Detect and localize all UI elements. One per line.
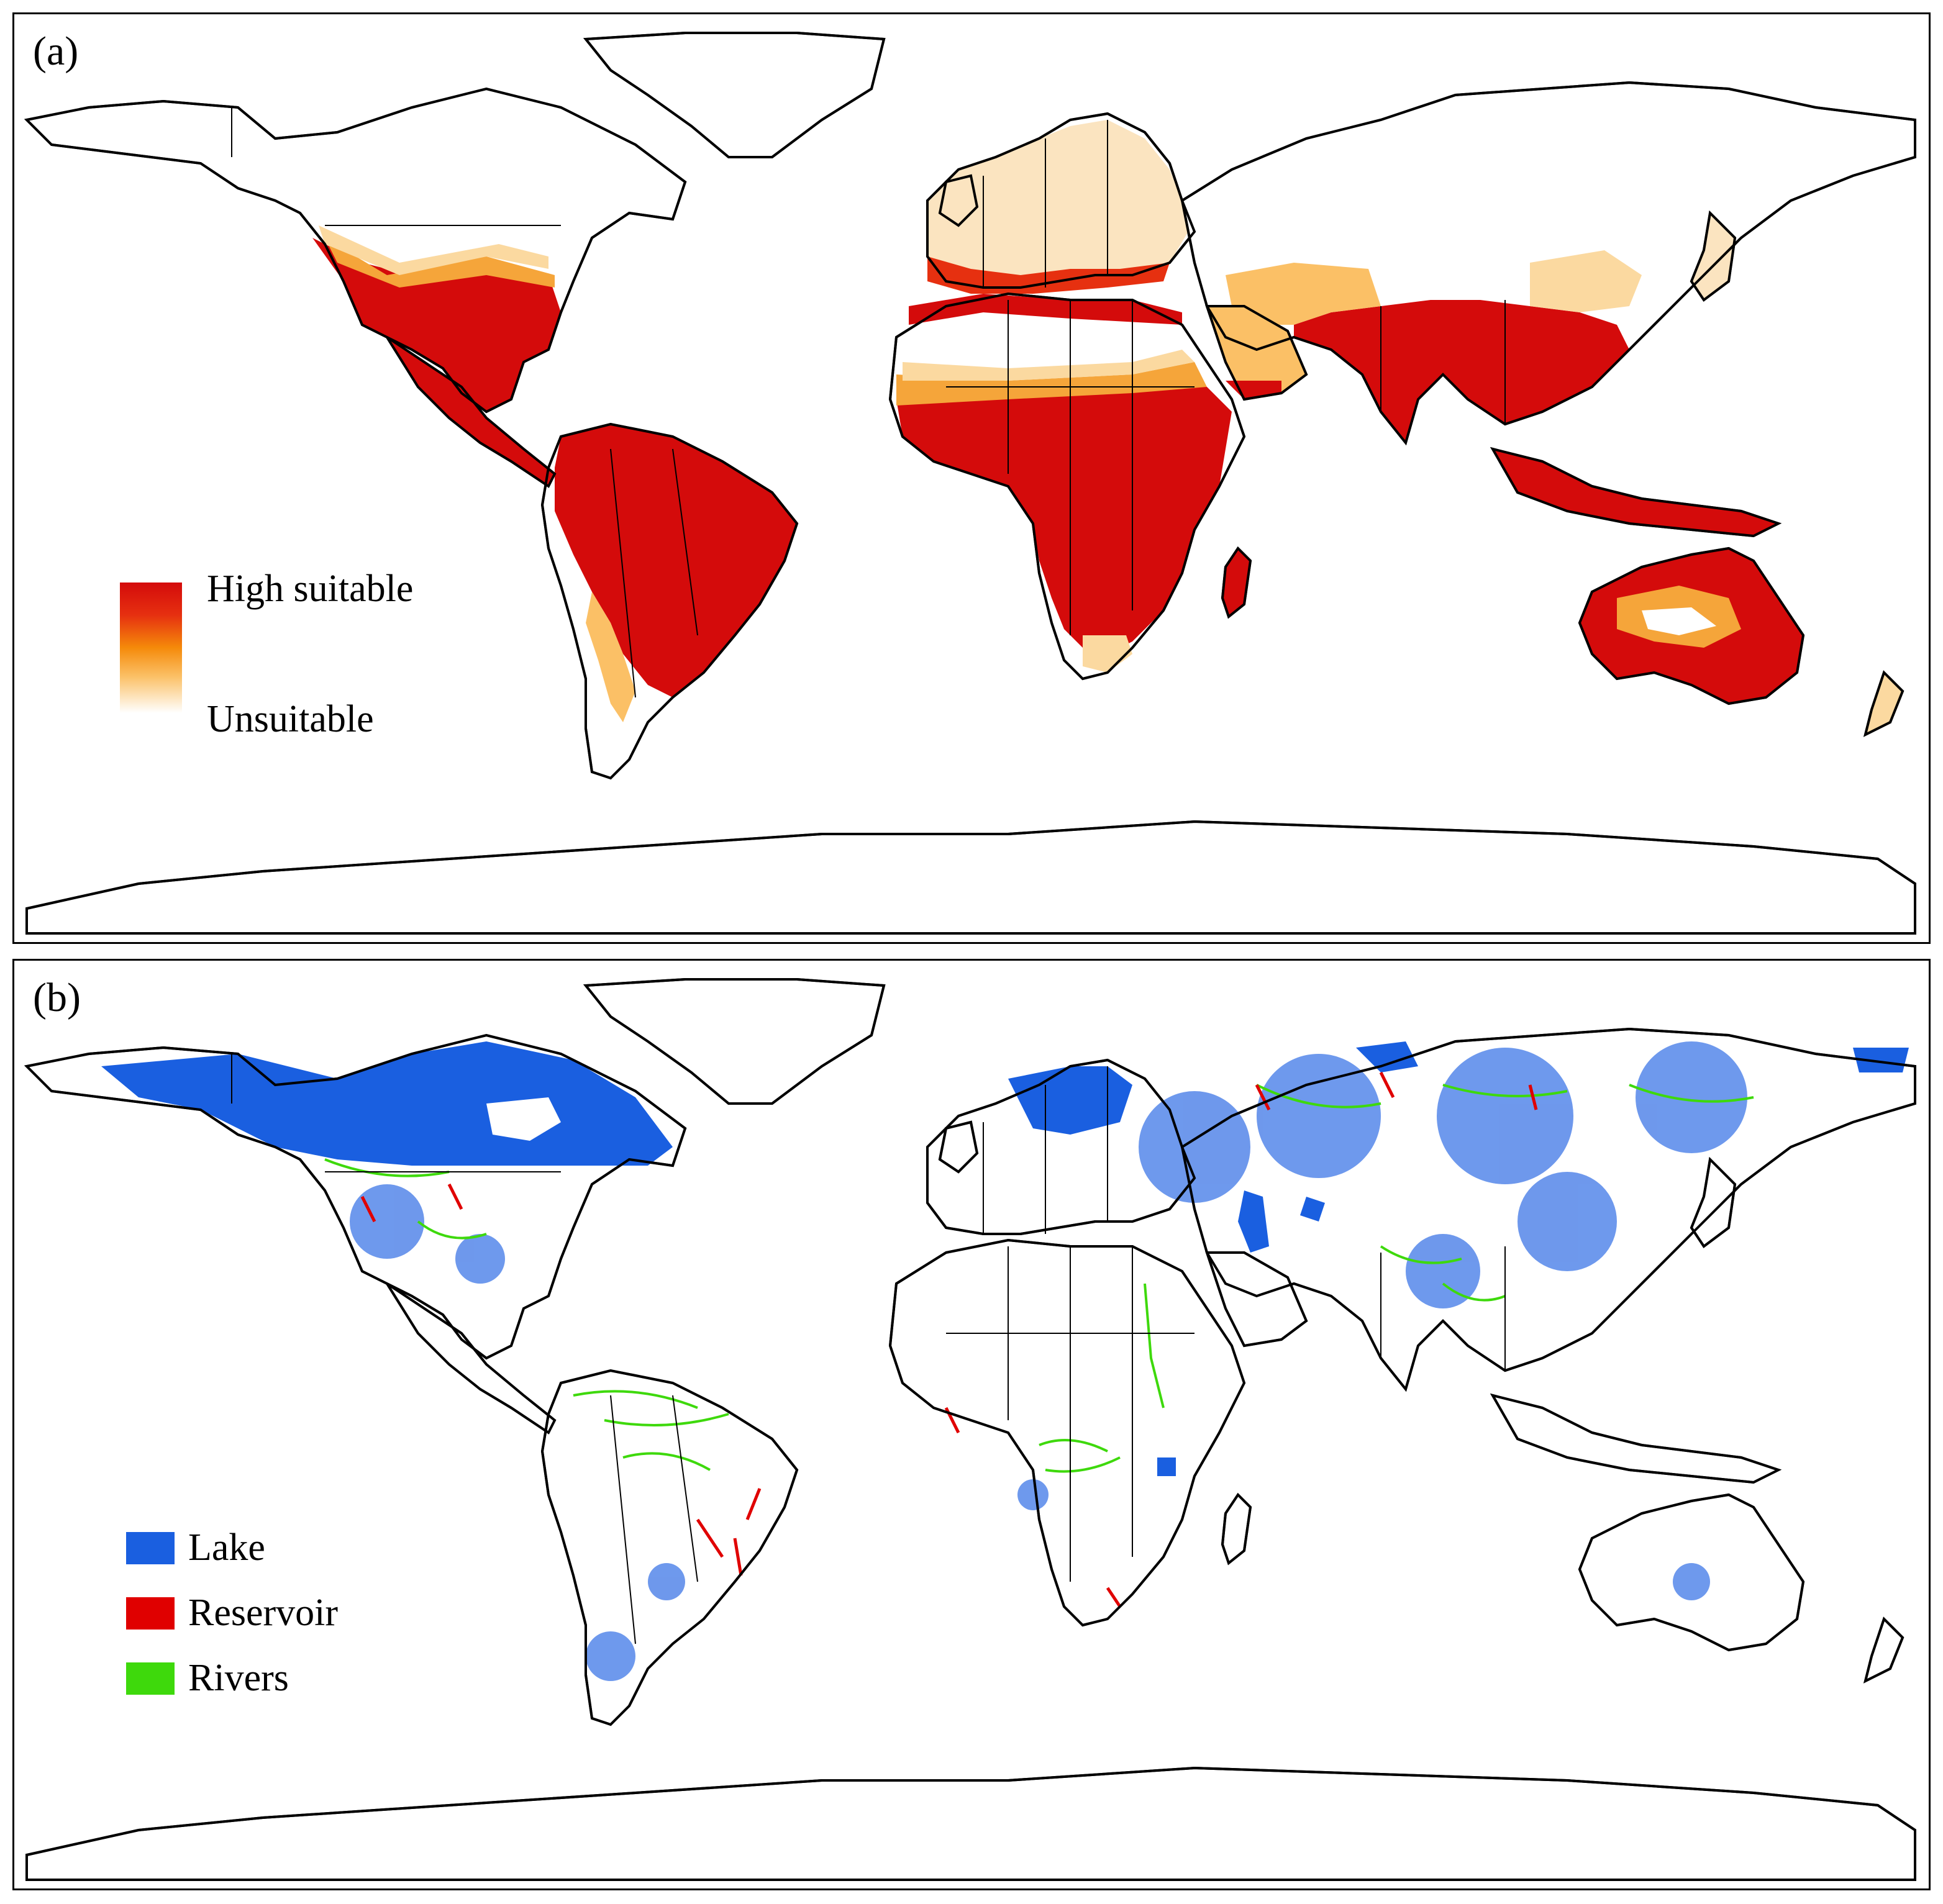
legend-item-reservoir: Reservoir xyxy=(126,1591,474,1634)
suitable-region-indonesia xyxy=(1493,449,1778,536)
lake-region-canada xyxy=(101,1041,673,1166)
legend-item-rivers: Rivers xyxy=(126,1656,474,1700)
country-borders-b xyxy=(231,1054,1506,1644)
panel-label-a: (a) xyxy=(33,29,79,74)
suitability-fill-layer xyxy=(312,120,1903,735)
lake-victoria xyxy=(1157,1457,1176,1476)
reservoirs-russia xyxy=(1255,1071,1538,1111)
water-bodies-legend: Lake Reservoir Rivers xyxy=(126,1526,474,1762)
suitable-region-north-africa xyxy=(909,294,1182,325)
panel-b-water-bodies-map: (b) Lake Reservoir Rivers xyxy=(12,959,1931,1890)
rivers-label: Rivers xyxy=(188,1657,289,1699)
reservoir-label: Reservoir xyxy=(188,1592,339,1634)
unsuitable-region-australia-interior xyxy=(1642,607,1716,635)
suitability-legend: High suitable Unsuitable xyxy=(107,567,455,740)
reservoirs-usa xyxy=(360,1183,463,1223)
moderate-region-sahel xyxy=(896,362,1207,406)
suitable-region-americas-north xyxy=(312,238,561,412)
moderate-region-chile xyxy=(586,592,635,722)
lake-layer xyxy=(101,1041,1909,1681)
country-borders-a xyxy=(231,107,1506,698)
low-region-us xyxy=(319,225,548,275)
amazon-rivers xyxy=(573,1390,729,1471)
suitable-region-madagascar xyxy=(1222,548,1250,617)
suitable-region-africa xyxy=(896,374,1232,654)
reservoir-swatch xyxy=(126,1597,175,1630)
world-map-water-bodies xyxy=(25,978,1916,1881)
moderate-region-us xyxy=(325,238,555,288)
suitable-region-mediterranean xyxy=(927,256,1170,294)
moderate-region-arabia xyxy=(1207,306,1306,399)
world-map-suitability xyxy=(25,32,1916,935)
river-layer xyxy=(324,1084,1754,1473)
scattered-lakes xyxy=(350,1041,1747,1681)
reservoirs-brazil xyxy=(696,1488,762,1576)
hudson-bay xyxy=(486,1097,561,1141)
low-region-new-zealand xyxy=(1865,673,1903,735)
low-region-europe xyxy=(927,120,1188,288)
low-region-sahara-south xyxy=(903,350,1194,381)
north-america-rivers xyxy=(324,1158,487,1240)
panel-a-suitability-map: (a) High suitable Unsuitable xyxy=(12,12,1931,944)
caspian-sea xyxy=(1238,1190,1269,1253)
suitability-gradient-bar xyxy=(120,583,182,713)
suitable-region-south-asia xyxy=(1294,300,1629,443)
south-asia-rivers xyxy=(1380,1245,1506,1302)
aral-sea xyxy=(1300,1197,1325,1222)
lake-region-scandinavia xyxy=(1008,1066,1132,1135)
legend-low-label: Unsuitable xyxy=(207,698,374,740)
legend-item-lake: Lake xyxy=(126,1526,474,1569)
legend-high-label: High suitable xyxy=(207,568,414,610)
suitable-region-central-america xyxy=(387,337,555,486)
lake-swatch xyxy=(126,1532,175,1564)
moderate-region-middle-east xyxy=(1226,263,1381,325)
reservoir-layer xyxy=(360,1071,1538,1608)
low-region-south-africa xyxy=(1083,635,1132,673)
rivers-swatch xyxy=(126,1662,175,1695)
lake-label: Lake xyxy=(188,1526,265,1569)
nile-river xyxy=(1144,1283,1165,1408)
siberia-rivers xyxy=(1256,1084,1754,1108)
congo-rivers xyxy=(1039,1439,1121,1473)
panel-label-b: (b) xyxy=(33,975,81,1020)
low-region-china xyxy=(1530,250,1642,312)
